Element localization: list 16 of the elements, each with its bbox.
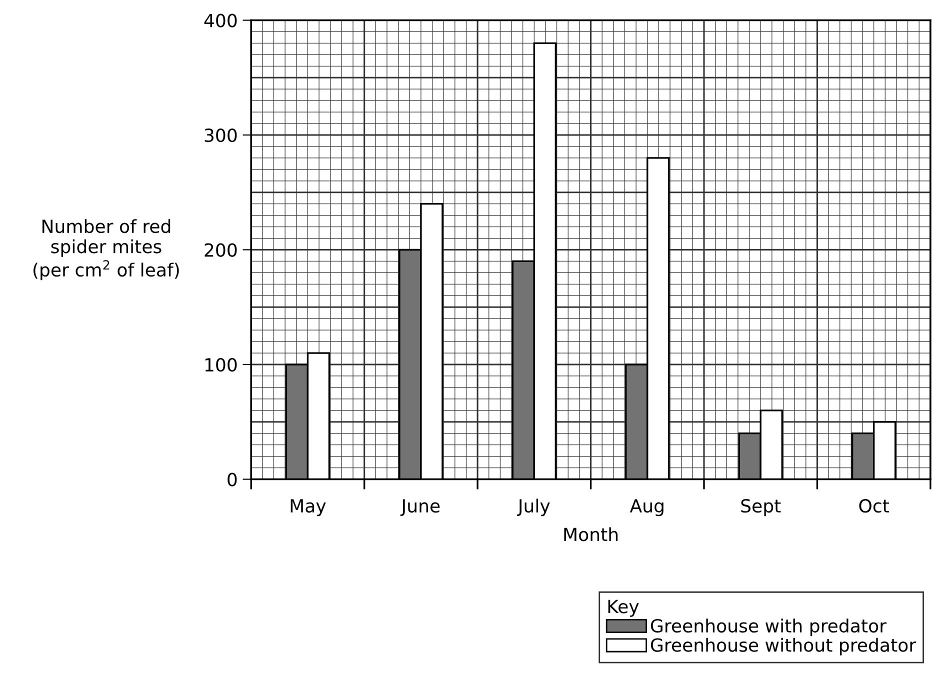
legend-title: Key <box>608 600 639 617</box>
y-tick-label: 400 <box>204 14 237 28</box>
legend-label: Greenhouse with predator <box>650 618 886 636</box>
y-tick-label: 300 <box>204 128 237 142</box>
x-axis-title: Month <box>564 527 618 542</box>
x-tick-label: Sept <box>741 499 781 516</box>
y-axis-title: Number of red spider mites (per cm$^{2}$ of leaf) <box>33 219 179 280</box>
y-tick-label: 200 <box>204 243 237 257</box>
y-tick-label: 0 <box>228 472 237 486</box>
y-tick-label: 100 <box>205 358 237 372</box>
legend-label: Greenhouse without predator <box>650 638 916 656</box>
x-tick-label: July <box>517 498 550 516</box>
x-tick-label: June <box>400 499 440 516</box>
x-tick-label: May <box>290 499 326 516</box>
x-tick-label: Aug <box>630 499 664 516</box>
x-tick-label: Oct <box>859 499 890 513</box>
